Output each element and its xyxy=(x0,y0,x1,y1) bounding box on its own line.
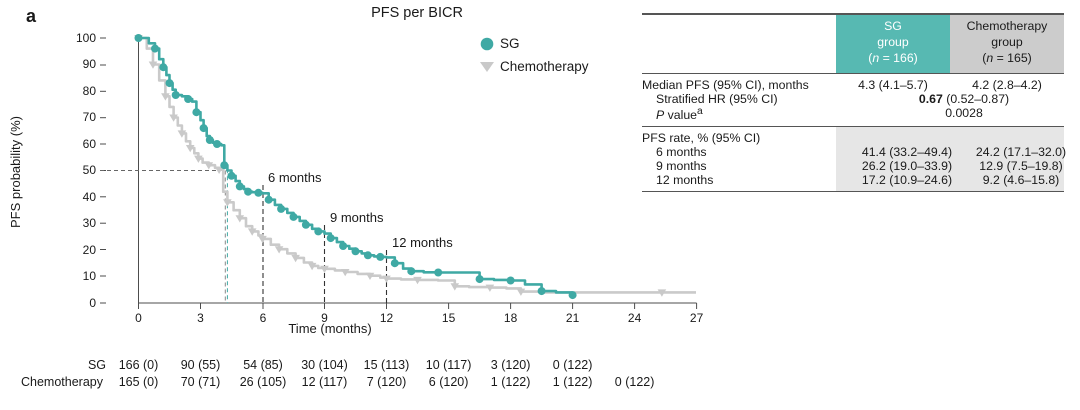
svg-text:12 months: 12 months xyxy=(392,235,453,250)
svg-text:PFS probability (%): PFS probability (%) xyxy=(8,116,23,228)
svg-text:9 months: 9 months xyxy=(330,210,384,225)
svg-text:6 months: 6 months xyxy=(268,170,322,185)
svg-text:90: 90 xyxy=(83,57,97,71)
svg-text:12: 12 xyxy=(380,311,394,325)
svg-text:PFS per BICR: PFS per BICR xyxy=(371,5,463,21)
svg-text:20: 20 xyxy=(83,243,97,257)
svg-text:SG: SG xyxy=(500,36,520,51)
svg-text:3: 3 xyxy=(197,311,204,325)
svg-text:30: 30 xyxy=(83,216,97,230)
svg-text:0: 0 xyxy=(89,296,96,310)
svg-text:40: 40 xyxy=(83,190,97,204)
svg-text:27: 27 xyxy=(690,311,704,325)
svg-text:24: 24 xyxy=(628,311,642,325)
svg-text:60: 60 xyxy=(83,137,97,151)
svg-text:80: 80 xyxy=(83,84,97,98)
svg-text:50: 50 xyxy=(83,163,97,177)
svg-text:70: 70 xyxy=(83,110,97,124)
svg-text:Chemotherapy: Chemotherapy xyxy=(500,59,589,74)
svg-text:21: 21 xyxy=(566,311,580,325)
svg-text:0: 0 xyxy=(135,311,142,325)
svg-text:15: 15 xyxy=(442,311,456,325)
svg-text:6: 6 xyxy=(260,311,267,325)
svg-text:Time (months): Time (months) xyxy=(288,321,371,336)
svg-text:18: 18 xyxy=(504,311,518,325)
svg-text:10: 10 xyxy=(83,269,97,283)
svg-text:100: 100 xyxy=(76,31,96,45)
svg-text:9: 9 xyxy=(321,311,328,325)
